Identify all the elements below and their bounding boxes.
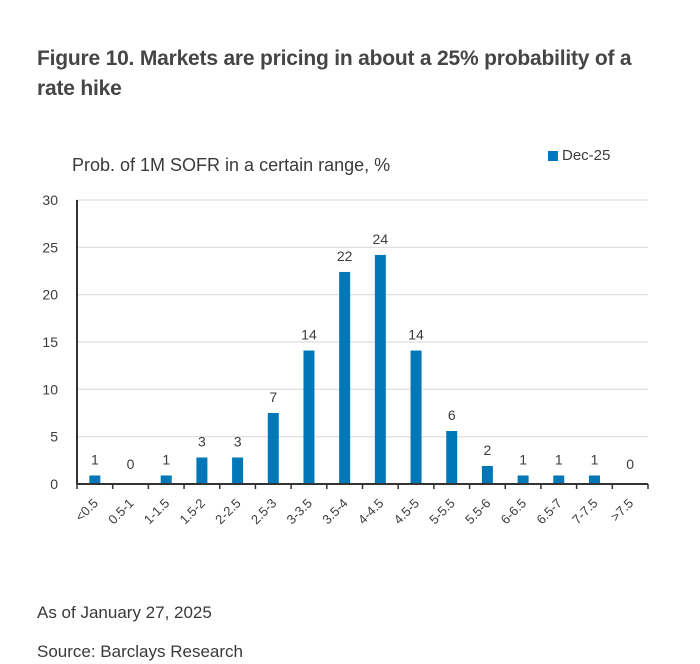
y-tick-label: 0 xyxy=(50,476,58,492)
data-label: 3 xyxy=(198,433,206,449)
data-label: 7 xyxy=(269,389,277,405)
legend-label-dec-25: Dec-25 xyxy=(562,147,611,164)
figure-title: Figure 10. Markets are pricing in about … xyxy=(37,47,632,100)
x-axis-ticks: <0.5 0.5-1 1-1.5 1.5-2 2-2.5 2.5-3 3-3.5 3.5-4 4… xyxy=(72,496,636,528)
bar xyxy=(196,457,208,484)
bar xyxy=(339,271,351,484)
data-label: 1 xyxy=(162,451,170,467)
bars xyxy=(89,254,600,484)
x-tick-label: 1-1.5 xyxy=(141,496,173,528)
data-label: 0 xyxy=(626,456,634,472)
data-label: 14 xyxy=(408,327,424,343)
data-label: 24 xyxy=(373,231,389,247)
x-tick-label: 2.5-3 xyxy=(248,496,280,528)
y-tick-label: 15 xyxy=(42,334,58,350)
as-of-note: As of January 27, 2025 xyxy=(37,603,212,622)
y-axis-ticks: 0 5 10 15 20 25 30 xyxy=(42,192,58,492)
x-tick-label: 1.5-2 xyxy=(176,496,208,528)
x-tick-label: 7-7.5 xyxy=(569,496,601,528)
y-tick-label: 10 xyxy=(42,381,58,397)
x-tick-label: 3-3.5 xyxy=(284,496,316,528)
legend-swatch-dec-25 xyxy=(548,150,558,161)
axes xyxy=(76,200,649,489)
data-label: 1 xyxy=(519,451,527,467)
data-labels: 1 0 1 3 3 7 14 22 24 14 6 2 1 1 1 0 xyxy=(91,231,634,472)
data-label: 14 xyxy=(301,327,317,343)
x-tick-label: 4-4.5 xyxy=(355,496,387,528)
data-label: 3 xyxy=(234,433,242,449)
legend: Dec-25 xyxy=(548,147,610,164)
x-tick-label: >7.5 xyxy=(608,496,637,525)
bar xyxy=(303,350,315,484)
y-tick-label: 25 xyxy=(42,239,58,255)
data-label: 22 xyxy=(337,248,353,264)
bar xyxy=(446,430,458,484)
bar xyxy=(89,475,101,484)
x-tick-label: 5-5.5 xyxy=(426,496,458,528)
x-tick-label: 2-2.5 xyxy=(212,496,244,528)
data-label: 1 xyxy=(555,451,563,467)
x-tick-label: 5.5-6 xyxy=(462,496,494,528)
data-label: 2 xyxy=(484,442,492,458)
y-tick-label: 30 xyxy=(42,192,58,208)
bar xyxy=(267,413,279,484)
bar xyxy=(517,475,529,484)
bar xyxy=(481,466,493,484)
x-tick-label: 0.5-1 xyxy=(105,496,137,528)
bar xyxy=(588,475,600,484)
y-tick-label: 20 xyxy=(42,287,58,303)
chart-title: Prob. of 1M SOFR in a certain range, % xyxy=(72,155,391,175)
data-label: 6 xyxy=(448,407,456,423)
gridlines xyxy=(77,199,648,438)
bar xyxy=(410,350,422,484)
data-label: 1 xyxy=(591,451,599,467)
x-tick-label: 6.5-7 xyxy=(533,496,565,528)
x-tick-label: 3.5-4 xyxy=(319,496,351,528)
bar xyxy=(160,475,172,484)
bar xyxy=(374,254,386,484)
data-label: 0 xyxy=(127,456,135,472)
bar xyxy=(232,457,244,484)
x-tick-label: 4.5-5 xyxy=(391,496,423,528)
data-label: 1 xyxy=(91,451,99,467)
x-tick-label: 6-6.5 xyxy=(498,496,530,528)
bar xyxy=(553,475,565,484)
y-tick-label: 5 xyxy=(50,429,58,445)
source-note: Source: Barclays Research xyxy=(37,642,243,661)
x-tick-label: <0.5 xyxy=(72,496,101,525)
